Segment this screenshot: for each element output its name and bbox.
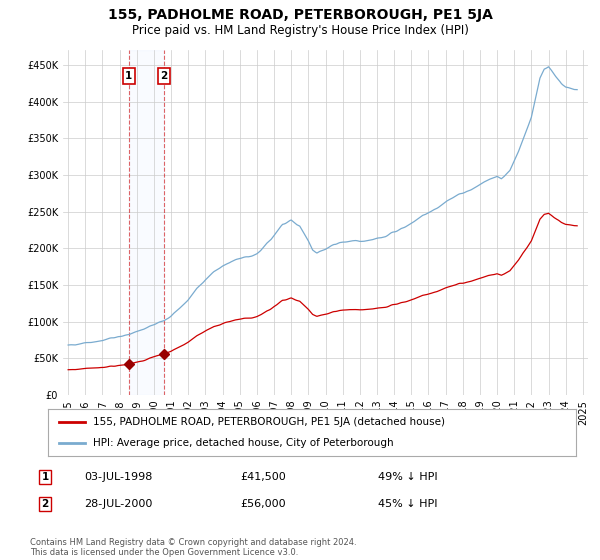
Text: £56,000: £56,000 xyxy=(240,499,286,509)
Text: 155, PADHOLME ROAD, PETERBOROUGH, PE1 5JA (detached house): 155, PADHOLME ROAD, PETERBOROUGH, PE1 5J… xyxy=(93,417,445,427)
Text: 45% ↓ HPI: 45% ↓ HPI xyxy=(378,499,437,509)
Text: 03-JUL-1998: 03-JUL-1998 xyxy=(84,472,152,482)
Text: 1: 1 xyxy=(41,472,49,482)
Text: 2: 2 xyxy=(41,499,49,509)
Bar xyxy=(129,50,164,395)
Text: 49% ↓ HPI: 49% ↓ HPI xyxy=(378,472,437,482)
Text: HPI: Average price, detached house, City of Peterborough: HPI: Average price, detached house, City… xyxy=(93,438,394,448)
Text: Price paid vs. HM Land Registry's House Price Index (HPI): Price paid vs. HM Land Registry's House … xyxy=(131,24,469,36)
Text: 155, PADHOLME ROAD, PETERBOROUGH, PE1 5JA: 155, PADHOLME ROAD, PETERBOROUGH, PE1 5J… xyxy=(107,8,493,22)
Text: 28-JUL-2000: 28-JUL-2000 xyxy=(84,499,152,509)
Text: £41,500: £41,500 xyxy=(240,472,286,482)
Text: 1: 1 xyxy=(125,71,133,81)
Text: 2: 2 xyxy=(160,71,167,81)
Text: Contains HM Land Registry data © Crown copyright and database right 2024.
This d: Contains HM Land Registry data © Crown c… xyxy=(30,538,356,557)
